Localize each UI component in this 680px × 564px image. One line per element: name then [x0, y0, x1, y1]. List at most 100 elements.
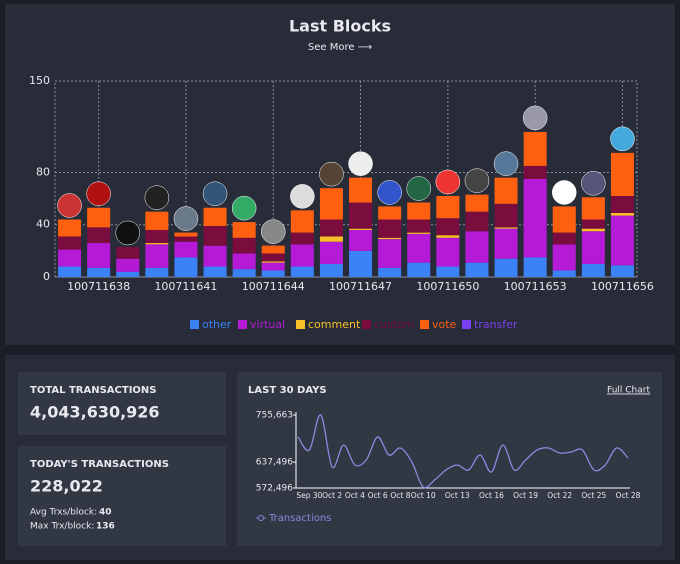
- bar-segment: [87, 243, 111, 268]
- bar-segment: [465, 211, 489, 232]
- bar-segment: [610, 152, 634, 196]
- bar-segment: [436, 266, 460, 277]
- legend-label: comment: [308, 318, 361, 331]
- bar-segment: [145, 243, 169, 245]
- bar-segment: [58, 236, 82, 250]
- stat-value: 4,043,630,926: [30, 403, 160, 422]
- legend-swatch: [420, 320, 429, 329]
- bar-segment: [87, 207, 111, 228]
- x-tick-label: Oct 6: [368, 491, 388, 500]
- chart-title: LAST 30 DAYS: [248, 385, 327, 396]
- bar-segment: [349, 229, 373, 251]
- avatar: [319, 161, 344, 187]
- stat-label: TODAY'S TRANSACTIONS: [30, 459, 169, 470]
- plot-frame: [54, 80, 638, 278]
- legend-swatch: [296, 320, 305, 329]
- bar-segment: [581, 219, 605, 229]
- avatar: [406, 176, 431, 201]
- bar-segment: [581, 263, 605, 277]
- bar-segment: [407, 232, 431, 234]
- stat-label: TOTAL TRANSACTIONS: [30, 385, 156, 396]
- bar-segment: [494, 228, 518, 259]
- stat-value: 228,022: [30, 477, 103, 496]
- x-tick-label: Oct 2: [322, 491, 342, 500]
- chart-title: Last Blocks: [289, 17, 391, 36]
- legend-label: virtual: [250, 318, 285, 331]
- bar-segment: [319, 263, 343, 277]
- see-more-link[interactable]: See More ⟶: [308, 42, 372, 53]
- avatar: [202, 181, 228, 206]
- bar-segment: [436, 218, 460, 236]
- bar-segment: [319, 236, 343, 242]
- bar-segment: [523, 131, 547, 166]
- bar-segment: [116, 271, 140, 277]
- bar-segment: [494, 177, 518, 204]
- bar-segment: [174, 257, 198, 277]
- x-tick-label: 100711653: [504, 280, 567, 293]
- avatar: [435, 169, 461, 195]
- avatar: [348, 151, 373, 176]
- bar-segment: [116, 246, 140, 259]
- stat-card: [18, 372, 226, 435]
- y-tick-label: 755,663: [256, 411, 293, 421]
- bar-segment: [87, 227, 111, 244]
- bar-segment: [349, 202, 373, 229]
- legend-marker: [258, 515, 264, 521]
- legend-label: custom: [374, 318, 415, 331]
- full-chart-link[interactable]: Full Chart: [607, 386, 650, 396]
- avatar: [86, 181, 111, 206]
- x-tick-label: 100711656: [591, 280, 654, 293]
- y-tick-label: 40: [36, 218, 50, 231]
- legend-swatch: [238, 320, 247, 329]
- avatar: [261, 219, 286, 244]
- legend-label: vote: [432, 318, 457, 331]
- bar-segment: [523, 179, 547, 258]
- bar-segment: [145, 229, 169, 244]
- x-tick-label: Oct 8: [390, 491, 410, 500]
- bar-segment: [494, 258, 518, 277]
- x-tick-label: 100711644: [242, 280, 305, 293]
- bar-segment: [436, 195, 460, 219]
- bar-segment: [378, 237, 402, 240]
- bar-segment: [203, 266, 227, 277]
- bar-segment: [174, 232, 198, 237]
- bar-segment: [145, 211, 169, 230]
- bar-segment: [58, 266, 82, 277]
- bar-segment: [552, 232, 576, 245]
- bar-segment: [174, 236, 198, 242]
- y-tick-label: 0: [43, 270, 50, 283]
- detail-label: Avg Trxs/block:: [30, 508, 97, 518]
- bar-segment: [261, 261, 285, 263]
- legend-label: transfer: [474, 318, 518, 331]
- legend-label: other: [202, 318, 232, 331]
- line: [297, 414, 629, 489]
- avatar: [57, 193, 82, 218]
- bar-segment: [407, 233, 431, 263]
- x-tick-label: 100711641: [154, 280, 217, 293]
- bar-segment: [523, 165, 547, 179]
- bar-segment: [261, 270, 285, 277]
- bar-segment: [378, 267, 402, 277]
- detail-label: Max Trx/block:: [30, 522, 94, 532]
- bar-segment: [407, 219, 431, 233]
- bar-segment: [232, 237, 256, 254]
- avatar: [290, 184, 315, 209]
- bar-segment: [203, 245, 227, 267]
- x-tick-label: 100711638: [67, 280, 130, 293]
- x-tick-label: 100711647: [329, 280, 392, 293]
- avatar: [144, 185, 170, 210]
- bar-segment: [203, 226, 227, 246]
- avatar: [464, 168, 490, 193]
- y-tick-label: 150: [29, 74, 50, 87]
- bar-segment: [378, 239, 402, 268]
- y-tick-label: 637,496: [256, 458, 293, 468]
- x-tick-label: Oct 16: [479, 491, 504, 500]
- bar-segment: [58, 249, 82, 267]
- avatar: [581, 171, 606, 196]
- bar-segment: [610, 212, 634, 216]
- line-card: [237, 372, 662, 546]
- bar-segment: [407, 262, 431, 277]
- bar-segment: [610, 265, 634, 277]
- bar-segment: [378, 206, 402, 220]
- bar-segment: [319, 241, 343, 264]
